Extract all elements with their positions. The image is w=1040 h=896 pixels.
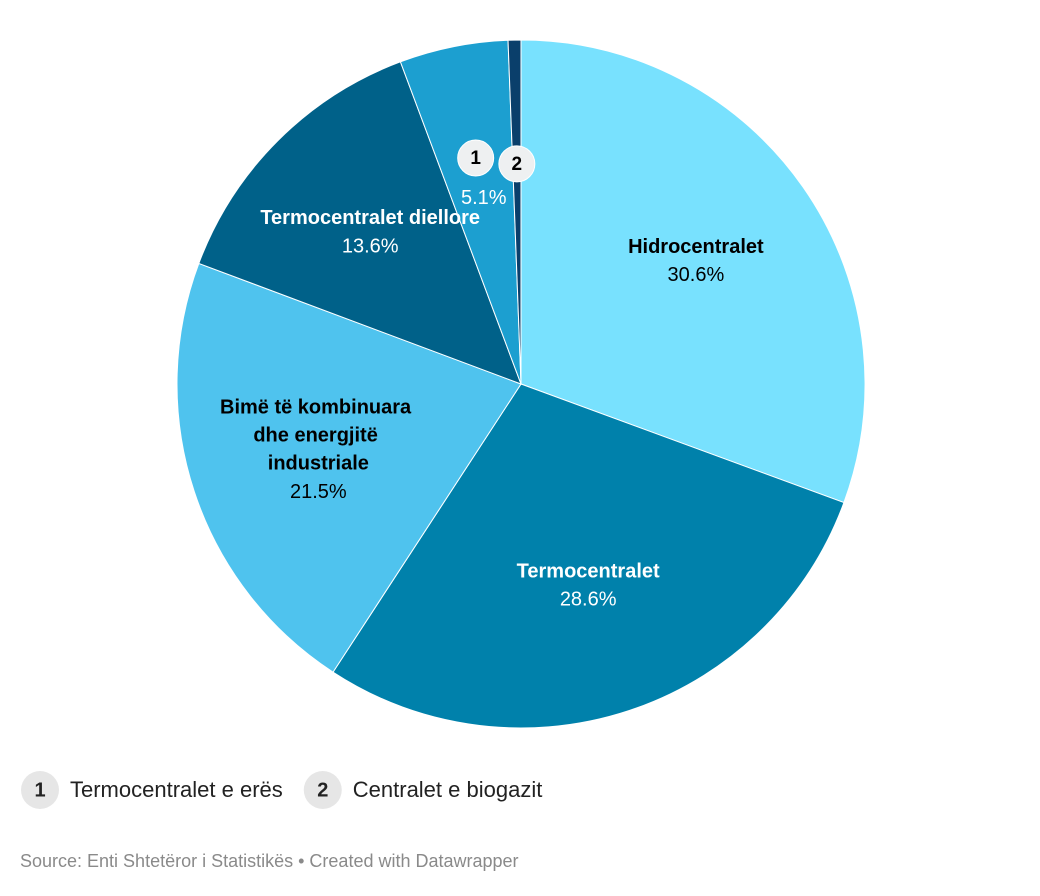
- pie-slice: [176, 262, 522, 673]
- legend-label: Termocentralet e erës: [70, 777, 283, 802]
- slice-label: Termocentralet diellore: [260, 207, 480, 229]
- value-label: 21.5%: [290, 481, 347, 503]
- pie-slice: [507, 39, 522, 385]
- legend-marker-label: 1: [34, 779, 45, 801]
- pie-slice: [332, 383, 845, 729]
- slice-marker: [498, 145, 536, 183]
- slice-marker-label: 1: [470, 148, 481, 169]
- legend-marker: [303, 771, 342, 809]
- slice-marker: [457, 139, 495, 177]
- slice-label: Bimë të kombinuara dhe energjitë industr…: [220, 397, 417, 475]
- value-label: 30.6%: [668, 264, 725, 286]
- legend-marker-label: 2: [317, 779, 328, 801]
- slice-marker-label: 2: [512, 154, 523, 175]
- pie-slice: [520, 39, 866, 504]
- slice-label: Hidrocentralet: [628, 236, 764, 258]
- pie-slice: [198, 61, 522, 385]
- slice-label: Termocentralet: [517, 561, 660, 583]
- source-note: Source: Enti Shtetëror i Statistikës • C…: [20, 851, 519, 871]
- legend-marker: [21, 771, 59, 809]
- value-label: 13.6%: [342, 235, 399, 257]
- value-label: 28.6%: [560, 589, 617, 611]
- legend-label: Centralet e biogazit: [353, 777, 543, 802]
- value-label: 5.1%: [461, 187, 507, 209]
